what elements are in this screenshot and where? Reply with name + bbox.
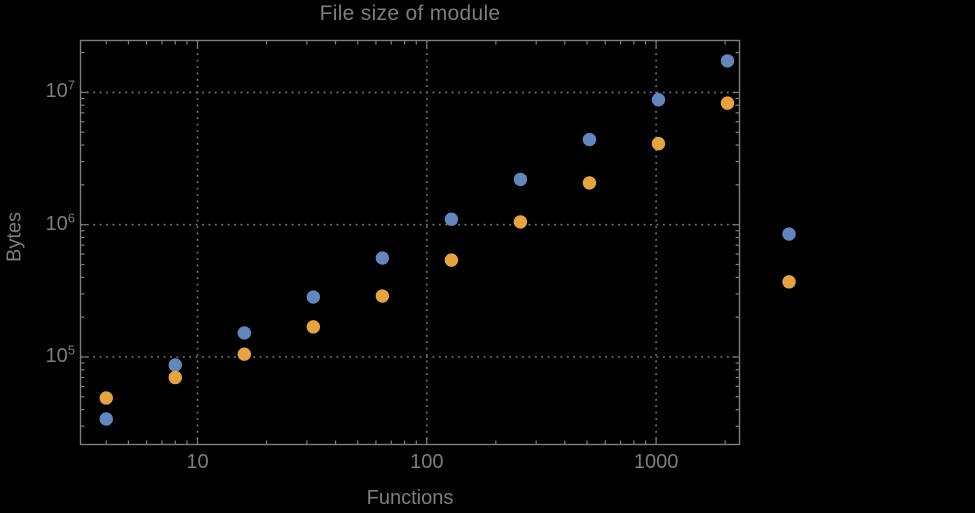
- gridlines: [80, 40, 740, 445]
- x-tick-label: 1000: [633, 451, 679, 473]
- y-tick-label: 106: [45, 210, 75, 235]
- plot-frame: [79, 39, 741, 446]
- data-point-orange: [720, 96, 735, 110]
- x-tick-label: 100: [410, 451, 444, 473]
- data-point-blue: [782, 227, 796, 241]
- data-point-blue: [720, 54, 735, 68]
- data-point-orange: [651, 136, 666, 151]
- x-axis-label: Functions: [366, 487, 454, 509]
- data-point-orange: [444, 253, 459, 267]
- y-tick-label: 107: [45, 77, 75, 103]
- data-point-blue: [237, 326, 252, 340]
- data-point-orange: [582, 176, 597, 190]
- tick-marks: [80, 40, 740, 445]
- data-point-orange: [782, 275, 796, 289]
- data-point-orange: [375, 289, 390, 303]
- data-point-blue: [651, 93, 666, 107]
- series-blue: [99, 54, 796, 426]
- data-point-blue: [306, 290, 321, 304]
- data-point-blue: [582, 132, 597, 147]
- chart-title: File size of module: [319, 2, 501, 25]
- data-point-blue: [513, 172, 528, 187]
- series-orange: [99, 96, 796, 405]
- data-point-blue: [168, 358, 182, 372]
- y-tick-label: 105: [45, 342, 75, 367]
- x-tick-label: 10: [186, 451, 209, 473]
- data-point-blue: [99, 412, 113, 426]
- data-point-orange: [306, 320, 321, 334]
- data-point-blue: [375, 251, 390, 265]
- data-point-orange: [513, 215, 528, 229]
- data-point-orange: [99, 391, 113, 405]
- data-point-orange: [168, 370, 182, 385]
- data-point-blue: [444, 212, 459, 226]
- data-point-orange: [237, 347, 252, 361]
